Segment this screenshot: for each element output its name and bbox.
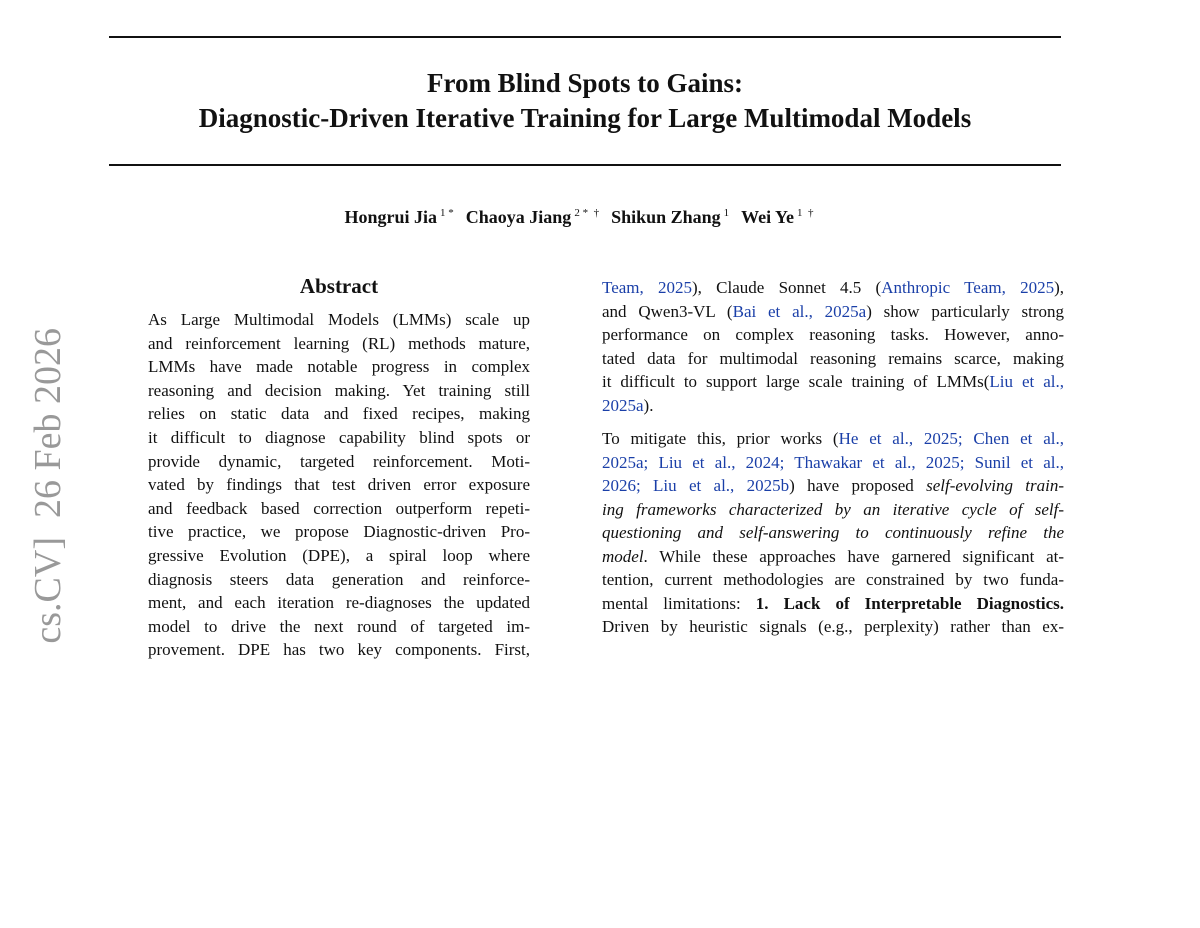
author-marks: 1 † [796,207,814,219]
text-run: tated data for multimodal reasoning rema… [602,348,1064,368]
author-name: Hongrui Jia [344,207,438,227]
text-line: 2026; Liu et al., 2025b) have proposed s… [602,474,1064,498]
text-line: tated data for multimodal reasoning rema… [602,347,1064,371]
text-line: LMMs have made notable progress in compl… [148,357,530,377]
citation-link[interactable]: He et al., 2025; Chen et al., [838,429,1064,448]
paragraph: Team, 2025), Claude Sonnet 4.5 (Anthropi… [602,276,1064,417]
text-line: tive practice, we propose Diagnostic-dri… [148,522,530,542]
citation-link[interactable]: 2025a; Liu et al., 2024; Thawakar et al.… [602,452,1064,472]
text-line: it difficult to support large scale trai… [602,370,1064,394]
text-line: reasoning and decision making. Yet train… [148,380,530,400]
text-line: To mitigate this, prior works (He et al.… [602,427,1064,451]
text-run: ) have proposed [789,476,927,495]
text-line: ment, and each iteration re-diagnoses th… [148,593,530,613]
citation-link[interactable]: Bai et al., 2025a [732,301,867,321]
title-line: From Blind Spots to Gains: [426,68,744,98]
text-run: ) show particularly strong [866,301,1064,321]
citation-link[interactable]: 2026; Liu et al., 2025b [602,476,790,495]
author-marks: 2 * † [574,207,600,219]
citation-link[interactable]: 2025a [602,395,644,415]
text-line: As Large Multimodal Models (LMMs) scale … [148,310,530,329]
text-line: model to drive the next round of targete… [148,616,530,636]
paragraph: To mitigate this, prior works (He et al.… [602,427,1064,639]
text-line: 2025a; Liu et al., 2024; Thawakar et al.… [602,451,1064,475]
title-line: Diagnostic-Driven Iterative Training for… [198,103,972,133]
text-line: diagnosis steers data generation and rei… [148,569,530,589]
text-run: ing frameworks characterized by an itera… [602,499,1064,519]
text-line: and Qwen3-VL (Bai et al., 2025a) show pa… [602,300,1064,324]
author-marks: 1 [723,207,730,219]
text-run: tention, current methodologies are const… [602,570,1064,589]
citation-link[interactable]: Anthropic Team, 2025 [881,278,1055,297]
arxiv-stamp: cs.CV] 26 Feb 2026 [27,328,69,644]
text-line: Team, 2025), Claude Sonnet 4.5 (Anthropi… [602,276,1064,300]
text-run: Driven by heuristic signals (e.g., perpl… [602,617,1064,636]
text-line: ing frameworks characterized by an itera… [602,498,1064,522]
text-line: it difficult to diagnose capability blin… [148,427,530,447]
paper-page: cs.CV] 26 Feb 2026 From Blind Spots to G… [0,36,1170,660]
text-run: ), [1054,278,1064,297]
text-line: provement. DPE has two key components. F… [148,640,530,660]
abstract-body: As Large Multimodal Models (LMMs) scale … [148,308,530,662]
text-line: vated by findings that test driven error… [148,475,530,495]
text-run: model [602,546,644,566]
text-run: To mitigate this, prior works ( [602,429,839,448]
text-line: performance on complex reasoning tasks. … [602,323,1064,347]
text-line: Driven by heuristic signals (e.g., perpl… [602,615,1064,639]
right-column: Team, 2025), Claude Sonnet 4.5 (Anthropi… [602,276,1064,649]
text-line: model. While these approaches have garne… [602,545,1064,569]
text-line: tention, current methodologies are const… [602,568,1064,592]
text-run: mental limitations: [602,593,756,613]
author-name: Chaoya Jiang [465,207,572,227]
text-line: and reinforcement learning (RL) methods … [148,333,530,353]
bottom-rule [109,164,1061,166]
author-name: Shikun Zhang [611,207,721,227]
top-rule [109,36,1061,38]
text-line: 2025a). [602,394,1064,418]
text-run: ). [643,395,654,415]
text-run: 1. Lack of Interpretable Diagnostics. [755,593,1064,613]
author-marks: 1 * [440,207,454,219]
text-line: provide dynamic, targeted reinforcement.… [148,451,530,471]
text-line: and feedback based correction outperform… [148,498,530,518]
text-run: and Qwen3-VL ( [602,301,733,321]
text-line: relies on static data and fixed recipes,… [148,404,530,424]
text-line: questioning and self-answering to contin… [602,521,1064,545]
text-line: gressive Evolution (DPE), a spiral loop … [148,545,530,565]
authors: Hongrui Jia 1 * Chaoya Jiang 2 * † Shikun Zh… [0,207,1170,228]
text-line: mental limitations: 1. Lack of Interpret… [602,592,1064,616]
author-name: Wei Ye [741,207,794,227]
text-run: self-evolving train- [926,476,1064,495]
text-run: . While these approaches have garnered s… [643,546,1064,566]
abstract-heading: Abstract [299,274,379,298]
text-run: questioning and self-answering to contin… [602,523,1064,542]
text-run: it difficult to support large scale trai… [602,372,990,391]
text-run: performance on complex reasoning tasks. … [602,325,1064,344]
citation-link[interactable]: Liu et al., [989,372,1064,391]
text-run: ), Claude Sonnet 4.5 ( [692,278,882,297]
citation-link[interactable]: Team, 2025 [602,278,693,297]
